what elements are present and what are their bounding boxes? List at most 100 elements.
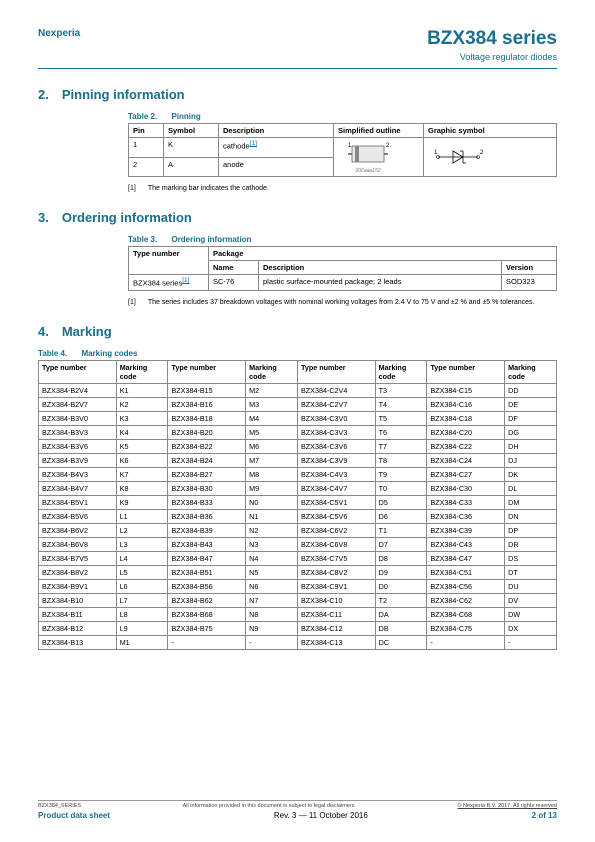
col-symbol: Symbol <box>164 124 219 138</box>
table-cell: BZX384-C22 <box>427 439 505 453</box>
table-row: BZX384-B3V9K6BZX384-B24M7BZX384-C3V9T8BZ… <box>39 453 557 467</box>
table-row: BZX384-B11L8BZX384-B68N8BZX384-C11DABZX3… <box>39 607 557 621</box>
table-cell: BZX384-B68 <box>168 607 246 621</box>
table-cell: T3 <box>375 383 427 397</box>
table-cell: BZX384-B62 <box>168 593 246 607</box>
table-cell: BZX384-B18 <box>168 411 246 425</box>
heading-ordering: 3. Ordering information <box>38 210 557 225</box>
table-cell: DS <box>505 551 557 565</box>
table-cell: D6 <box>375 509 427 523</box>
product-block: BZX384 series Voltage regulator diodes <box>427 28 557 62</box>
row-ver: SOD323 <box>502 275 557 291</box>
table3-caption: Table 3. Ordering information <box>128 235 557 244</box>
brand-name: Nexperia <box>38 28 80 62</box>
table-row: BZX384-B12L9BZX384-B75N9BZX384-C12DBBZX3… <box>39 621 557 635</box>
table-cell: N5 <box>246 565 298 579</box>
table-cell: K8 <box>116 481 168 495</box>
col-name: Name <box>209 261 259 275</box>
table-cell: M3 <box>246 397 298 411</box>
table-cell: BZX384-C16 <box>427 397 505 411</box>
table-cell: BZX384-C5V1 <box>297 495 375 509</box>
table-cell: DJ <box>505 453 557 467</box>
col-type-number: Type number <box>129 247 209 275</box>
marking-header: Type number <box>427 360 505 383</box>
table-cell: BZX384-B36 <box>168 509 246 523</box>
table-cell: K7 <box>116 467 168 481</box>
product-subtitle: Voltage regulator diodes <box>427 52 557 62</box>
table-cell: N2 <box>246 523 298 537</box>
table-cell: T0 <box>375 481 427 495</box>
pin1-desc: cathode[1] <box>219 138 334 158</box>
ref-link-2[interactable]: [1] <box>182 277 189 284</box>
marking-header: Marking code <box>246 360 298 383</box>
svg-text:1: 1 <box>434 150 438 156</box>
table3-title: Ordering information <box>171 235 251 244</box>
table-cell: N1 <box>246 509 298 523</box>
marking-header: Marking code <box>116 360 168 383</box>
table-cell: BZX384-B13 <box>39 635 117 649</box>
table-cell: M2 <box>246 383 298 397</box>
footer-copyright: © Nexperia B.V. 2017. All rights reserve… <box>457 803 557 809</box>
diode-symbol-icon: 1 2 <box>428 143 488 171</box>
table-row: BZX384-B2V7K2BZX384-B16M3BZX384-C2V7T4BZ… <box>39 397 557 411</box>
table-cell: BZX384-C13 <box>297 635 375 649</box>
table-cell: BZX384-B10 <box>39 593 117 607</box>
pin2-num: 2 <box>129 158 164 177</box>
footer-disclaimer: All information provided in this documen… <box>81 803 457 809</box>
table-row: BZX384-B13M1--BZX384-C13DC-- <box>39 635 557 649</box>
section-ordering: 3. Ordering information Table 3. Orderin… <box>38 210 557 306</box>
table-row: BZX384-B5V1K9BZX384-B33N0BZX384-C5V1D5BZ… <box>39 495 557 509</box>
marking-header: Marking code <box>375 360 427 383</box>
table-cell: M4 <box>246 411 298 425</box>
svg-text:006aaa152: 006aaa152 <box>355 168 380 174</box>
ref-link-1[interactable]: [1] <box>250 140 257 147</box>
table-cell: BZX384-C11 <box>297 607 375 621</box>
col-graphic: Graphic symbol <box>424 124 557 138</box>
table-cell: BZX384-B30 <box>168 481 246 495</box>
table-cell: K3 <box>116 411 168 425</box>
table-cell: L6 <box>116 579 168 593</box>
table-cell: N0 <box>246 495 298 509</box>
footnote1-text: The marking bar indicates the cathode. <box>148 185 269 192</box>
outline-icon: 1 2 006aaa152 <box>338 140 398 174</box>
table-cell: DT <box>505 565 557 579</box>
table-cell: N7 <box>246 593 298 607</box>
table-cell: K6 <box>116 453 168 467</box>
table-cell: BZX384-B5V6 <box>39 509 117 523</box>
table-cell: BZX384-C9V1 <box>297 579 375 593</box>
table-cell: BZX384-B15 <box>168 383 246 397</box>
col-outline: Simplified outline <box>334 124 424 138</box>
table4-caption: Table 4. Marking codes <box>38 349 557 358</box>
table-cell: DH <box>505 439 557 453</box>
pin2-desc: anode <box>219 158 334 177</box>
table4-label: Table 4. <box>38 349 67 358</box>
table-cell: BZX384-B4V3 <box>39 467 117 481</box>
outline-cell: 1 2 006aaa152 <box>334 138 424 177</box>
col-version: Version <box>502 261 557 275</box>
table-cell: BZX384-B11 <box>39 607 117 621</box>
table-cell: T4 <box>375 397 427 411</box>
table-cell: BZX384-B6V8 <box>39 537 117 551</box>
row-desc: plastic surface-mounted package; 2 leads <box>259 275 502 291</box>
table-cell: T1 <box>375 523 427 537</box>
table-cell: BZX384-C24 <box>427 453 505 467</box>
table-cell: BZX384-C20 <box>427 425 505 439</box>
table-cell: - <box>168 635 246 649</box>
table-cell: DF <box>505 411 557 425</box>
table-cell: T9 <box>375 467 427 481</box>
table-cell: DB <box>375 621 427 635</box>
table-row: BZX384-B6V2L2BZX384-B39N2BZX384-C6V2T1BZ… <box>39 523 557 537</box>
table-cell: BZX384-B2V4 <box>39 383 117 397</box>
col-pin: Pin <box>129 124 164 138</box>
footer-doc-id: BZX384_SERIES <box>38 803 81 809</box>
table-cell: BZX384-C36 <box>427 509 505 523</box>
heading-pinning: 2. Pinning information <box>38 87 557 102</box>
symbol-cell: 1 2 <box>424 138 557 177</box>
pinning-table: Pin Symbol Description Simplified outlin… <box>128 123 557 177</box>
table-cell: BZX384-C10 <box>297 593 375 607</box>
table-cell: DU <box>505 579 557 593</box>
table-cell: T7 <box>375 439 427 453</box>
table-cell: BZX384-B39 <box>168 523 246 537</box>
table-cell: - <box>427 635 505 649</box>
table-cell: BZX384-B2V7 <box>39 397 117 411</box>
